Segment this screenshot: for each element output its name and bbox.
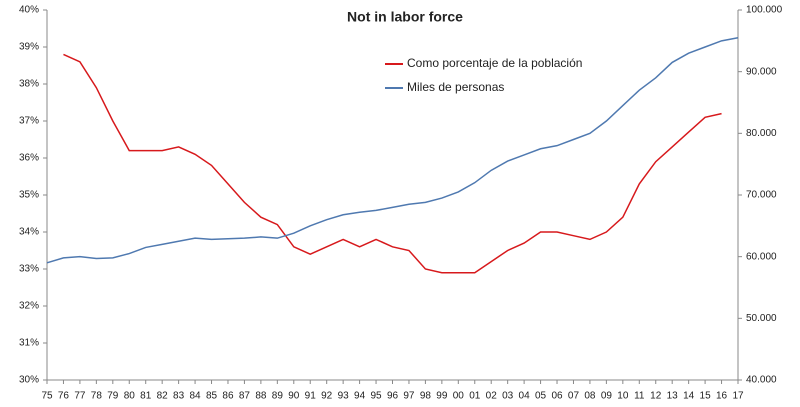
x-tick-label: 01 [469,391,481,402]
series-line [46,37,739,264]
x-tick-label: 05 [535,391,547,402]
y2-tick-label: 50.000 [746,313,777,324]
x-tick-label: 75 [41,391,53,402]
x-tick-label: 10 [617,391,629,402]
y-tick-label: 38% [19,79,39,90]
y2-tick-label: 70.000 [746,190,777,201]
x-tick-label: 97 [403,391,415,402]
y-tick-label: 39% [19,42,39,53]
x-tick-label: 98 [420,391,432,402]
x-tick-label: 86 [222,391,234,402]
x-tick-label: 80 [124,391,136,402]
x-tick-label: 76 [58,391,70,402]
x-tick-label: 83 [173,391,185,402]
y-tick-label: 40% [19,5,39,16]
y2-tick-label: 40.000 [746,375,777,386]
x-tick-label: 06 [551,391,563,402]
chart-title: Not in labor force [347,9,463,25]
x-tick-label: 15 [700,391,712,402]
y-tick-label: 34% [19,227,39,238]
x-tick-label: 96 [387,391,399,402]
x-tick-label: 79 [107,391,119,402]
x-tick-label: 77 [74,391,86,402]
y-tick-label: 35% [19,190,39,201]
x-tick-label: 16 [716,391,728,402]
x-tick-label: 03 [502,391,514,402]
x-tick-label: 13 [667,391,679,402]
x-tick-label: 08 [584,391,596,402]
x-tick-label: 81 [140,391,152,402]
x-tick-label: 17 [732,391,744,402]
x-tick-label: 93 [338,391,350,402]
x-tick-label: 02 [486,391,498,402]
y-tick-label: 32% [19,301,39,312]
x-tick-label: 14 [683,391,695,402]
x-tick-label: 84 [190,391,202,402]
legend-label: Como porcentaje de la población [407,56,582,70]
x-tick-label: 95 [370,391,382,402]
y-tick-label: 33% [19,264,39,275]
y-tick-label: 37% [19,116,39,127]
x-tick-label: 04 [519,391,531,402]
series-line [63,53,722,274]
x-tick-label: 82 [157,391,169,402]
x-tick-label: 11 [634,391,645,402]
legend-label: Miles de personas [407,80,504,94]
x-tick-label: 88 [255,391,267,402]
x-tick-label: 78 [91,391,103,402]
x-tick-label: 92 [321,391,333,402]
y-tick-label: 30% [19,375,39,386]
x-tick-label: 90 [288,391,300,402]
x-tick-label: 89 [272,391,284,402]
x-tick-label: 85 [206,391,218,402]
x-tick-label: 87 [239,391,251,402]
y2-tick-label: 100.000 [746,5,783,16]
x-tick-label: 00 [453,391,465,402]
y-tick-label: 36% [19,153,39,164]
x-tick-label: 09 [601,391,613,402]
y-tick-label: 31% [19,338,39,349]
x-tick-label: 12 [650,391,662,402]
x-tick-label: 91 [305,391,317,402]
x-tick-label: 94 [354,391,366,402]
y2-tick-label: 90.000 [746,66,777,77]
y2-tick-label: 80.000 [746,128,777,139]
y2-tick-label: 60.000 [746,251,777,262]
x-tick-label: 99 [436,391,448,402]
x-tick-label: 07 [568,391,580,402]
